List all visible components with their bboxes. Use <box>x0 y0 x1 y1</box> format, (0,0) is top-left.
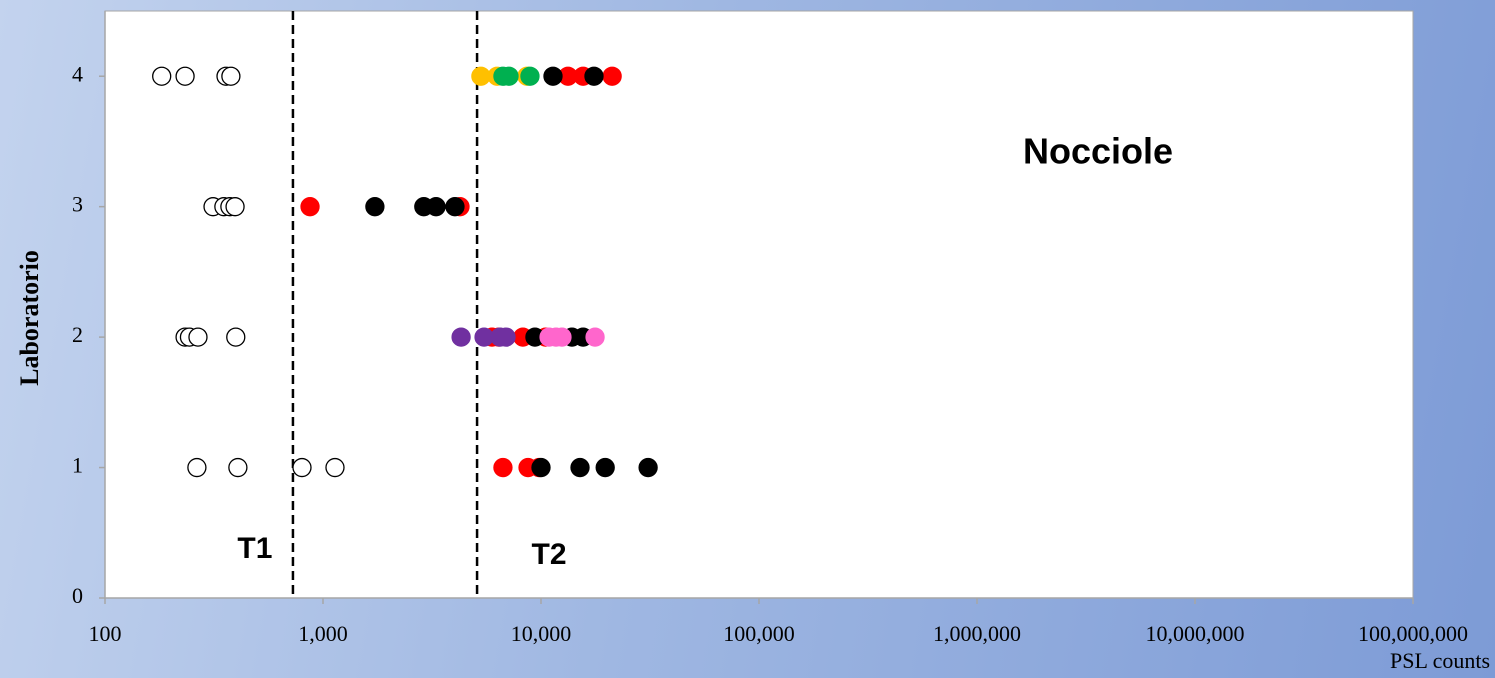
point <box>474 327 494 347</box>
y-tick-label: 3 <box>72 192 83 217</box>
point <box>493 457 513 478</box>
point <box>152 66 172 86</box>
point <box>175 66 195 86</box>
point <box>638 457 658 478</box>
point <box>602 66 622 86</box>
point <box>584 66 604 86</box>
y-tick-label: 4 <box>72 61 83 86</box>
y-tick-label: 0 <box>72 583 83 608</box>
point <box>595 457 615 478</box>
point <box>325 457 345 478</box>
point <box>543 66 563 86</box>
x-axis-label: PSL counts <box>1390 648 1490 673</box>
point <box>520 66 540 86</box>
annotation: Nocciole <box>1023 131 1173 172</box>
x-tick-label: 1,000 <box>298 621 348 646</box>
x-tick-label: 10,000,000 <box>1146 621 1245 646</box>
plot-area <box>104 10 1414 599</box>
point <box>226 327 246 347</box>
x-tick-label: 1,000,000 <box>933 621 1021 646</box>
point <box>531 457 551 478</box>
x-tick-label: 100,000 <box>723 621 795 646</box>
point <box>300 197 320 217</box>
point <box>552 327 572 347</box>
point <box>426 197 446 217</box>
point <box>499 66 519 86</box>
y-axis-label: Laboratorio <box>15 250 44 386</box>
y-tick-label: 1 <box>72 453 83 478</box>
x-tick-label: 10,000 <box>511 621 572 646</box>
point <box>365 197 385 217</box>
point <box>496 327 516 347</box>
point <box>187 457 207 478</box>
point <box>451 327 471 347</box>
threshold-label: T1 <box>237 532 272 565</box>
y-tick-label: 2 <box>72 322 83 347</box>
point <box>292 457 312 478</box>
point <box>228 457 248 478</box>
point <box>221 66 241 86</box>
point <box>585 327 605 347</box>
point <box>225 197 245 217</box>
threshold-label: T2 <box>532 538 567 571</box>
point <box>471 66 491 86</box>
point <box>570 457 590 478</box>
point <box>445 197 465 217</box>
x-tick-label: 100 <box>89 621 122 646</box>
x-tick-label: 100,000,000 <box>1358 621 1468 646</box>
point <box>188 327 208 347</box>
